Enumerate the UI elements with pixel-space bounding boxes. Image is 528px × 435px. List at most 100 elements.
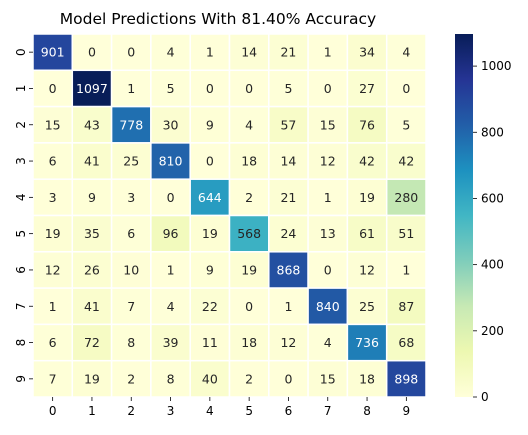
y-tick-label: 9	[14, 375, 28, 383]
cell-value-label: 1	[324, 190, 332, 205]
cell-value-label: 43	[84, 117, 100, 132]
colorbar-tick-label: 200	[481, 324, 504, 338]
cell-value-label: 8	[167, 371, 175, 386]
cell-value-label: 96	[163, 226, 179, 241]
cell-value-label: 13	[320, 226, 336, 241]
heatmap-cell	[346, 287, 388, 326]
y-tick-label: 3	[14, 157, 28, 165]
cell-value-label: 810	[159, 154, 183, 169]
y-tick-label: 2	[14, 121, 28, 129]
cell-value-label: 15	[45, 117, 61, 132]
cell-value-label: 11	[202, 335, 218, 350]
cell-value-label: 19	[84, 371, 100, 386]
y-tick-label: 7	[14, 302, 28, 310]
heatmap-cell	[32, 142, 74, 180]
cell-value-label: 0	[167, 190, 175, 205]
heatmap-cell	[268, 359, 309, 398]
cell-value-label: 4	[167, 299, 175, 314]
cell-value-label: 19	[202, 226, 218, 241]
cell-value-label: 61	[359, 226, 375, 241]
cell-value-label: 14	[241, 45, 257, 60]
heatmap-cell	[228, 142, 270, 180]
heatmap-cell	[346, 214, 388, 253]
heatmap-cell	[150, 287, 191, 326]
cell-value-label: 15	[320, 117, 336, 132]
heatmap-cell	[385, 105, 427, 144]
heatmap-cell	[71, 287, 113, 326]
heatmap-cells	[32, 33, 427, 398]
cell-value-label: 0	[245, 81, 253, 96]
cell-value-label: 0	[206, 81, 214, 96]
cell-value-label: 1	[284, 299, 292, 314]
heatmap-cell	[71, 105, 113, 144]
heatmap-cell	[268, 69, 309, 108]
x-tick-label: 6	[285, 404, 293, 418]
heatmap-cell	[307, 359, 349, 398]
cell-value-label: 0	[127, 45, 135, 60]
heatmap-cell	[110, 214, 152, 253]
heatmap-cell	[189, 214, 231, 253]
cell-value-label: 1	[402, 262, 410, 277]
cell-value-label: 12	[320, 154, 336, 169]
cell-value-label: 22	[202, 299, 218, 314]
cell-value-label: 0	[324, 81, 332, 96]
cell-value-label: 1	[324, 45, 332, 60]
heatmap-cell	[385, 323, 427, 362]
cell-value-label: 1	[206, 45, 214, 60]
heatmap-cell	[32, 251, 74, 289]
cell-value-label: 9	[206, 117, 214, 132]
heatmap-cell	[32, 359, 74, 398]
heatmap-cell	[385, 359, 427, 398]
cell-value-label: 42	[359, 154, 375, 169]
cell-value-label: 14	[280, 154, 296, 169]
heatmap-cell	[268, 323, 309, 362]
cell-value-label: 87	[398, 299, 414, 314]
heatmap-cell	[228, 69, 270, 108]
cell-value-label: 26	[84, 262, 100, 277]
cell-value-label: 19	[45, 226, 61, 241]
y-tick-label: 6	[14, 266, 28, 274]
cell-value-label: 6	[127, 226, 135, 241]
cell-value-label: 34	[359, 45, 375, 60]
heatmap-cell	[189, 323, 231, 362]
colorbar-tick-label: 0	[481, 390, 489, 404]
cell-value-label: 12	[45, 262, 61, 277]
cell-value-label: 8	[127, 335, 135, 350]
cell-value-label: 25	[359, 299, 375, 314]
heatmap-cell	[346, 178, 388, 217]
cell-value-label: 1	[127, 81, 135, 96]
heatmap-cell	[189, 178, 231, 217]
cell-value-label: 9	[206, 262, 214, 277]
x-tick-label: 7	[324, 404, 332, 418]
x-tick-label: 0	[49, 404, 57, 418]
y-tick-label: 5	[14, 230, 28, 238]
cell-value-label: 736	[355, 335, 379, 350]
x-tick-label: 5	[245, 404, 253, 418]
y-tick-label: 1	[14, 85, 28, 93]
cell-value-label: 15	[320, 371, 336, 386]
heatmap-cell	[268, 251, 309, 289]
cell-value-label: 27	[359, 81, 375, 96]
cell-value-label: 7	[127, 299, 135, 314]
cell-value-label: 21	[280, 45, 296, 60]
cell-value-label: 2	[245, 371, 253, 386]
x-tick-label: 3	[167, 404, 175, 418]
heatmap-cell	[268, 142, 309, 180]
heatmap-cell	[71, 69, 113, 108]
cell-value-label: 18	[241, 335, 257, 350]
colorbar-gradient	[455, 34, 473, 397]
heatmap-cell	[268, 105, 309, 144]
colorbar-tick-label: 400	[481, 258, 504, 272]
heatmap-cell	[110, 105, 152, 144]
cell-value-label: 30	[163, 117, 179, 132]
cell-value-label: 5	[402, 117, 410, 132]
cell-value-label: 41	[84, 299, 100, 314]
cell-value-label: 4	[245, 117, 253, 132]
cell-value-label: 868	[277, 262, 301, 277]
heatmap-cell	[228, 251, 270, 289]
cell-value-label: 1	[49, 299, 57, 314]
colorbar-tick-label: 1000	[481, 59, 512, 73]
heatmap-cell	[228, 33, 270, 72]
cell-value-label: 5	[167, 81, 175, 96]
cell-value-label: 68	[398, 335, 414, 350]
